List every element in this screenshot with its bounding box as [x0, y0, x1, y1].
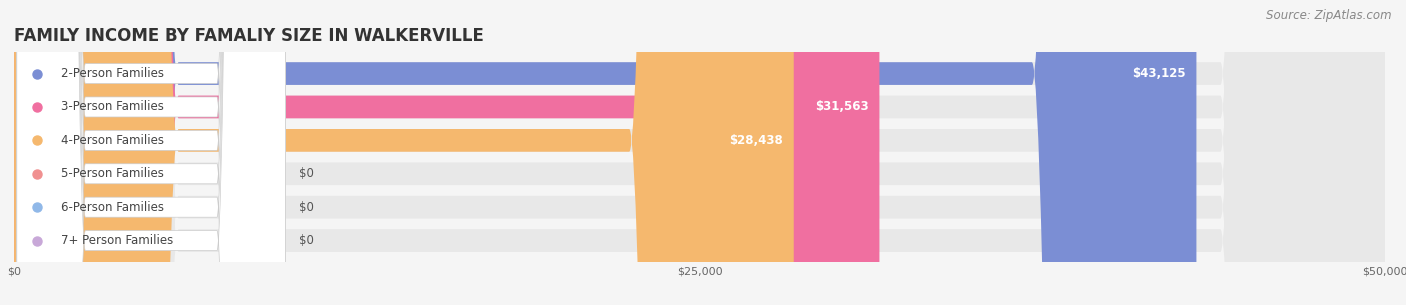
Text: $0: $0 [299, 167, 314, 180]
Text: 5-Person Families: 5-Person Families [60, 167, 163, 180]
FancyBboxPatch shape [14, 0, 1385, 305]
FancyBboxPatch shape [17, 0, 285, 305]
FancyBboxPatch shape [14, 0, 1197, 305]
FancyBboxPatch shape [14, 0, 1385, 305]
Text: 6-Person Families: 6-Person Families [60, 201, 163, 214]
Text: $0: $0 [299, 201, 314, 214]
FancyBboxPatch shape [17, 0, 285, 305]
Text: $31,563: $31,563 [815, 100, 869, 113]
FancyBboxPatch shape [17, 0, 285, 305]
Text: FAMILY INCOME BY FAMALIY SIZE IN WALKERVILLE: FAMILY INCOME BY FAMALIY SIZE IN WALKERV… [14, 27, 484, 45]
FancyBboxPatch shape [17, 0, 285, 305]
FancyBboxPatch shape [14, 0, 1385, 305]
FancyBboxPatch shape [14, 0, 794, 305]
Text: 2-Person Families: 2-Person Families [60, 67, 163, 80]
Text: $0: $0 [299, 234, 314, 247]
FancyBboxPatch shape [14, 0, 1385, 305]
Text: $43,125: $43,125 [1132, 67, 1185, 80]
FancyBboxPatch shape [14, 0, 1385, 305]
Text: 3-Person Families: 3-Person Families [60, 100, 163, 113]
FancyBboxPatch shape [14, 0, 1385, 305]
Text: $28,438: $28,438 [730, 134, 783, 147]
FancyBboxPatch shape [17, 0, 285, 305]
Text: 7+ Person Families: 7+ Person Families [60, 234, 173, 247]
Text: Source: ZipAtlas.com: Source: ZipAtlas.com [1267, 9, 1392, 22]
FancyBboxPatch shape [17, 0, 285, 305]
FancyBboxPatch shape [14, 0, 879, 305]
Text: 4-Person Families: 4-Person Families [60, 134, 163, 147]
